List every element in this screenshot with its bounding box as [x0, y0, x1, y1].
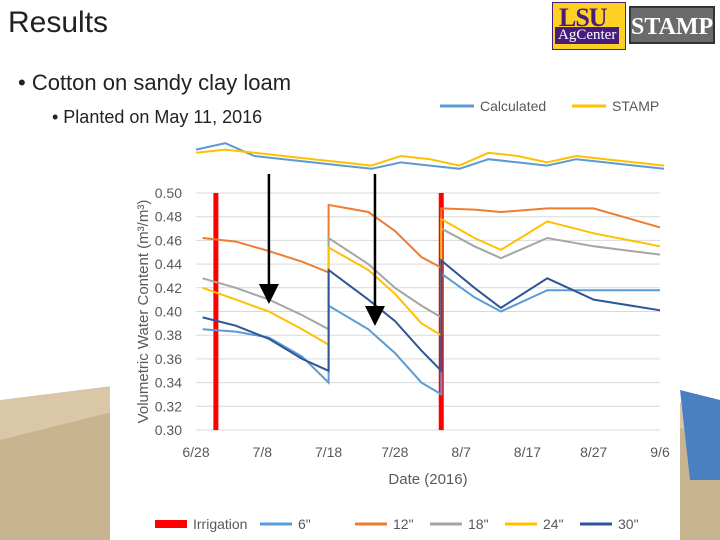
top-legend-label-calculated: Calculated — [480, 98, 546, 114]
x-tick-label: 8/7 — [451, 444, 471, 460]
stamp-logo: STAMP — [629, 6, 715, 44]
y-tick-label: 0.40 — [155, 304, 182, 320]
main-chart: 0.50 0.48 0.46 0.44 0.42 0.40 0.38 0.36 0.34 0.32… — [135, 174, 670, 532]
legend-label-30: 30" — [618, 516, 639, 532]
y-tick-label: 0.38 — [155, 327, 182, 343]
y-tick-label: 0.48 — [155, 209, 182, 225]
y-tick-label: 0.46 — [155, 232, 182, 248]
series-line-6 — [202, 271, 660, 397]
legend-label-12: 12" — [393, 516, 414, 532]
y-axis-label: Volumetric Water Content (m³/m³) — [135, 200, 152, 424]
series-line-18 — [202, 226, 661, 331]
x-tick-label: 7/28 — [381, 444, 408, 460]
x-tick-label: 9/6 — [650, 444, 670, 460]
legend-label-24: 24" — [543, 516, 564, 532]
legend-label-irrigation: Irrigation — [193, 516, 247, 532]
y-tick-label: 0.42 — [155, 280, 182, 296]
lsu-agcenter-logo: LSU AgCenter — [552, 2, 626, 50]
y-tick-label: 0.36 — [155, 351, 182, 367]
x-axis-label: Date (2016) — [388, 471, 467, 488]
top-chart: Calculated STAMP — [195, 98, 665, 170]
main-chart-background — [110, 182, 680, 540]
y-tick-label: 0.44 — [155, 256, 182, 272]
x-tick-label: 7/8 — [253, 444, 273, 460]
series-line-12 — [202, 203, 661, 274]
agcenter-logo-text: AgCenter — [555, 27, 620, 44]
x-tick-label: 8/17 — [514, 444, 541, 460]
x-tick-label: 8/27 — [580, 444, 607, 460]
y-tick-label: 0.50 — [155, 185, 182, 201]
legend-label-18: 18" — [468, 516, 489, 532]
y-tick-label: 0.30 — [155, 422, 182, 438]
slide-title: Results — [8, 6, 109, 39]
legend-label-6: 6" — [298, 516, 311, 532]
x-tick-label: 7/18 — [315, 444, 342, 460]
bullet-planting-date: • Planted on May 11, 2016 — [52, 107, 263, 127]
series-line-24 — [202, 217, 661, 347]
top-series-line-stamp — [195, 148, 665, 167]
y-tick-label: 0.34 — [155, 375, 182, 391]
y-tick-label: 0.32 — [155, 398, 182, 414]
x-tick-label: 6/28 — [182, 444, 209, 460]
bullet-crop-soil: • Cotton on sandy clay loam — [18, 70, 292, 95]
series-line-30 — [202, 258, 661, 374]
top-legend-label-stamp: STAMP — [612, 98, 659, 114]
top-series-line-calculated — [195, 142, 665, 170]
